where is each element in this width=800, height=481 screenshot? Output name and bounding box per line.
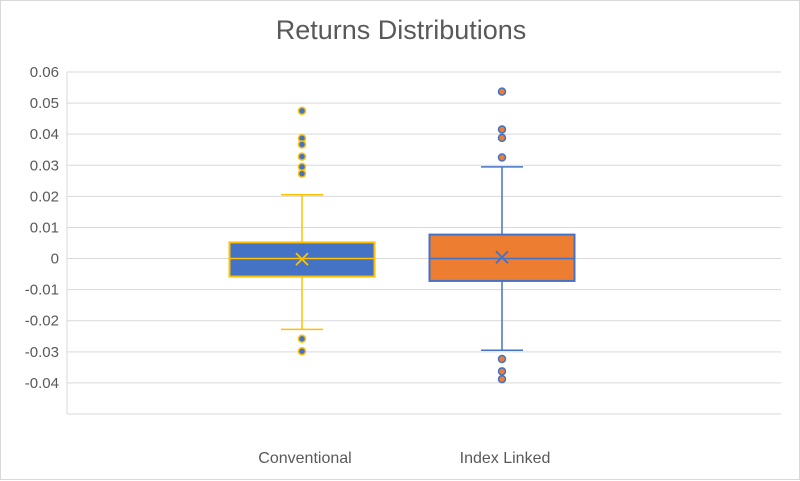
outlier-point [497,153,507,162]
mean-marker [295,252,309,266]
y-tick-label: -0.03 [25,344,59,361]
outlier-point [497,87,507,96]
outlier-point [297,140,307,149]
y-tick-label: 0.05 [30,95,59,112]
outlier-point [497,133,507,143]
y-tick-label: 0.01 [30,219,59,236]
outlier-point [497,374,507,384]
y-tick-label: -0.01 [25,282,59,299]
outlier-point [297,106,307,116]
y-tick-label: -0.04 [25,375,59,392]
y-tick-label: 0.04 [30,126,59,143]
outlier-point [297,169,307,178]
y-tick-label: 0.06 [30,64,59,81]
outlier-point [497,354,507,364]
category-label: Index Linked [460,450,551,467]
y-tick-label: -0.02 [25,313,59,330]
outlier-point [297,334,307,344]
outlier-point [497,367,507,376]
y-tick-label: 0 [51,251,59,268]
outlier-point [297,346,307,356]
outlier-point [297,162,307,172]
outlier-point [297,152,307,161]
mean-marker [495,250,509,264]
y-tick-label: 0.03 [30,157,59,174]
category-label: Conventional [258,450,351,467]
y-tick-label: 0.02 [30,188,59,205]
outlier-point [497,125,507,134]
chart-title: Returns Distributions [275,15,527,45]
